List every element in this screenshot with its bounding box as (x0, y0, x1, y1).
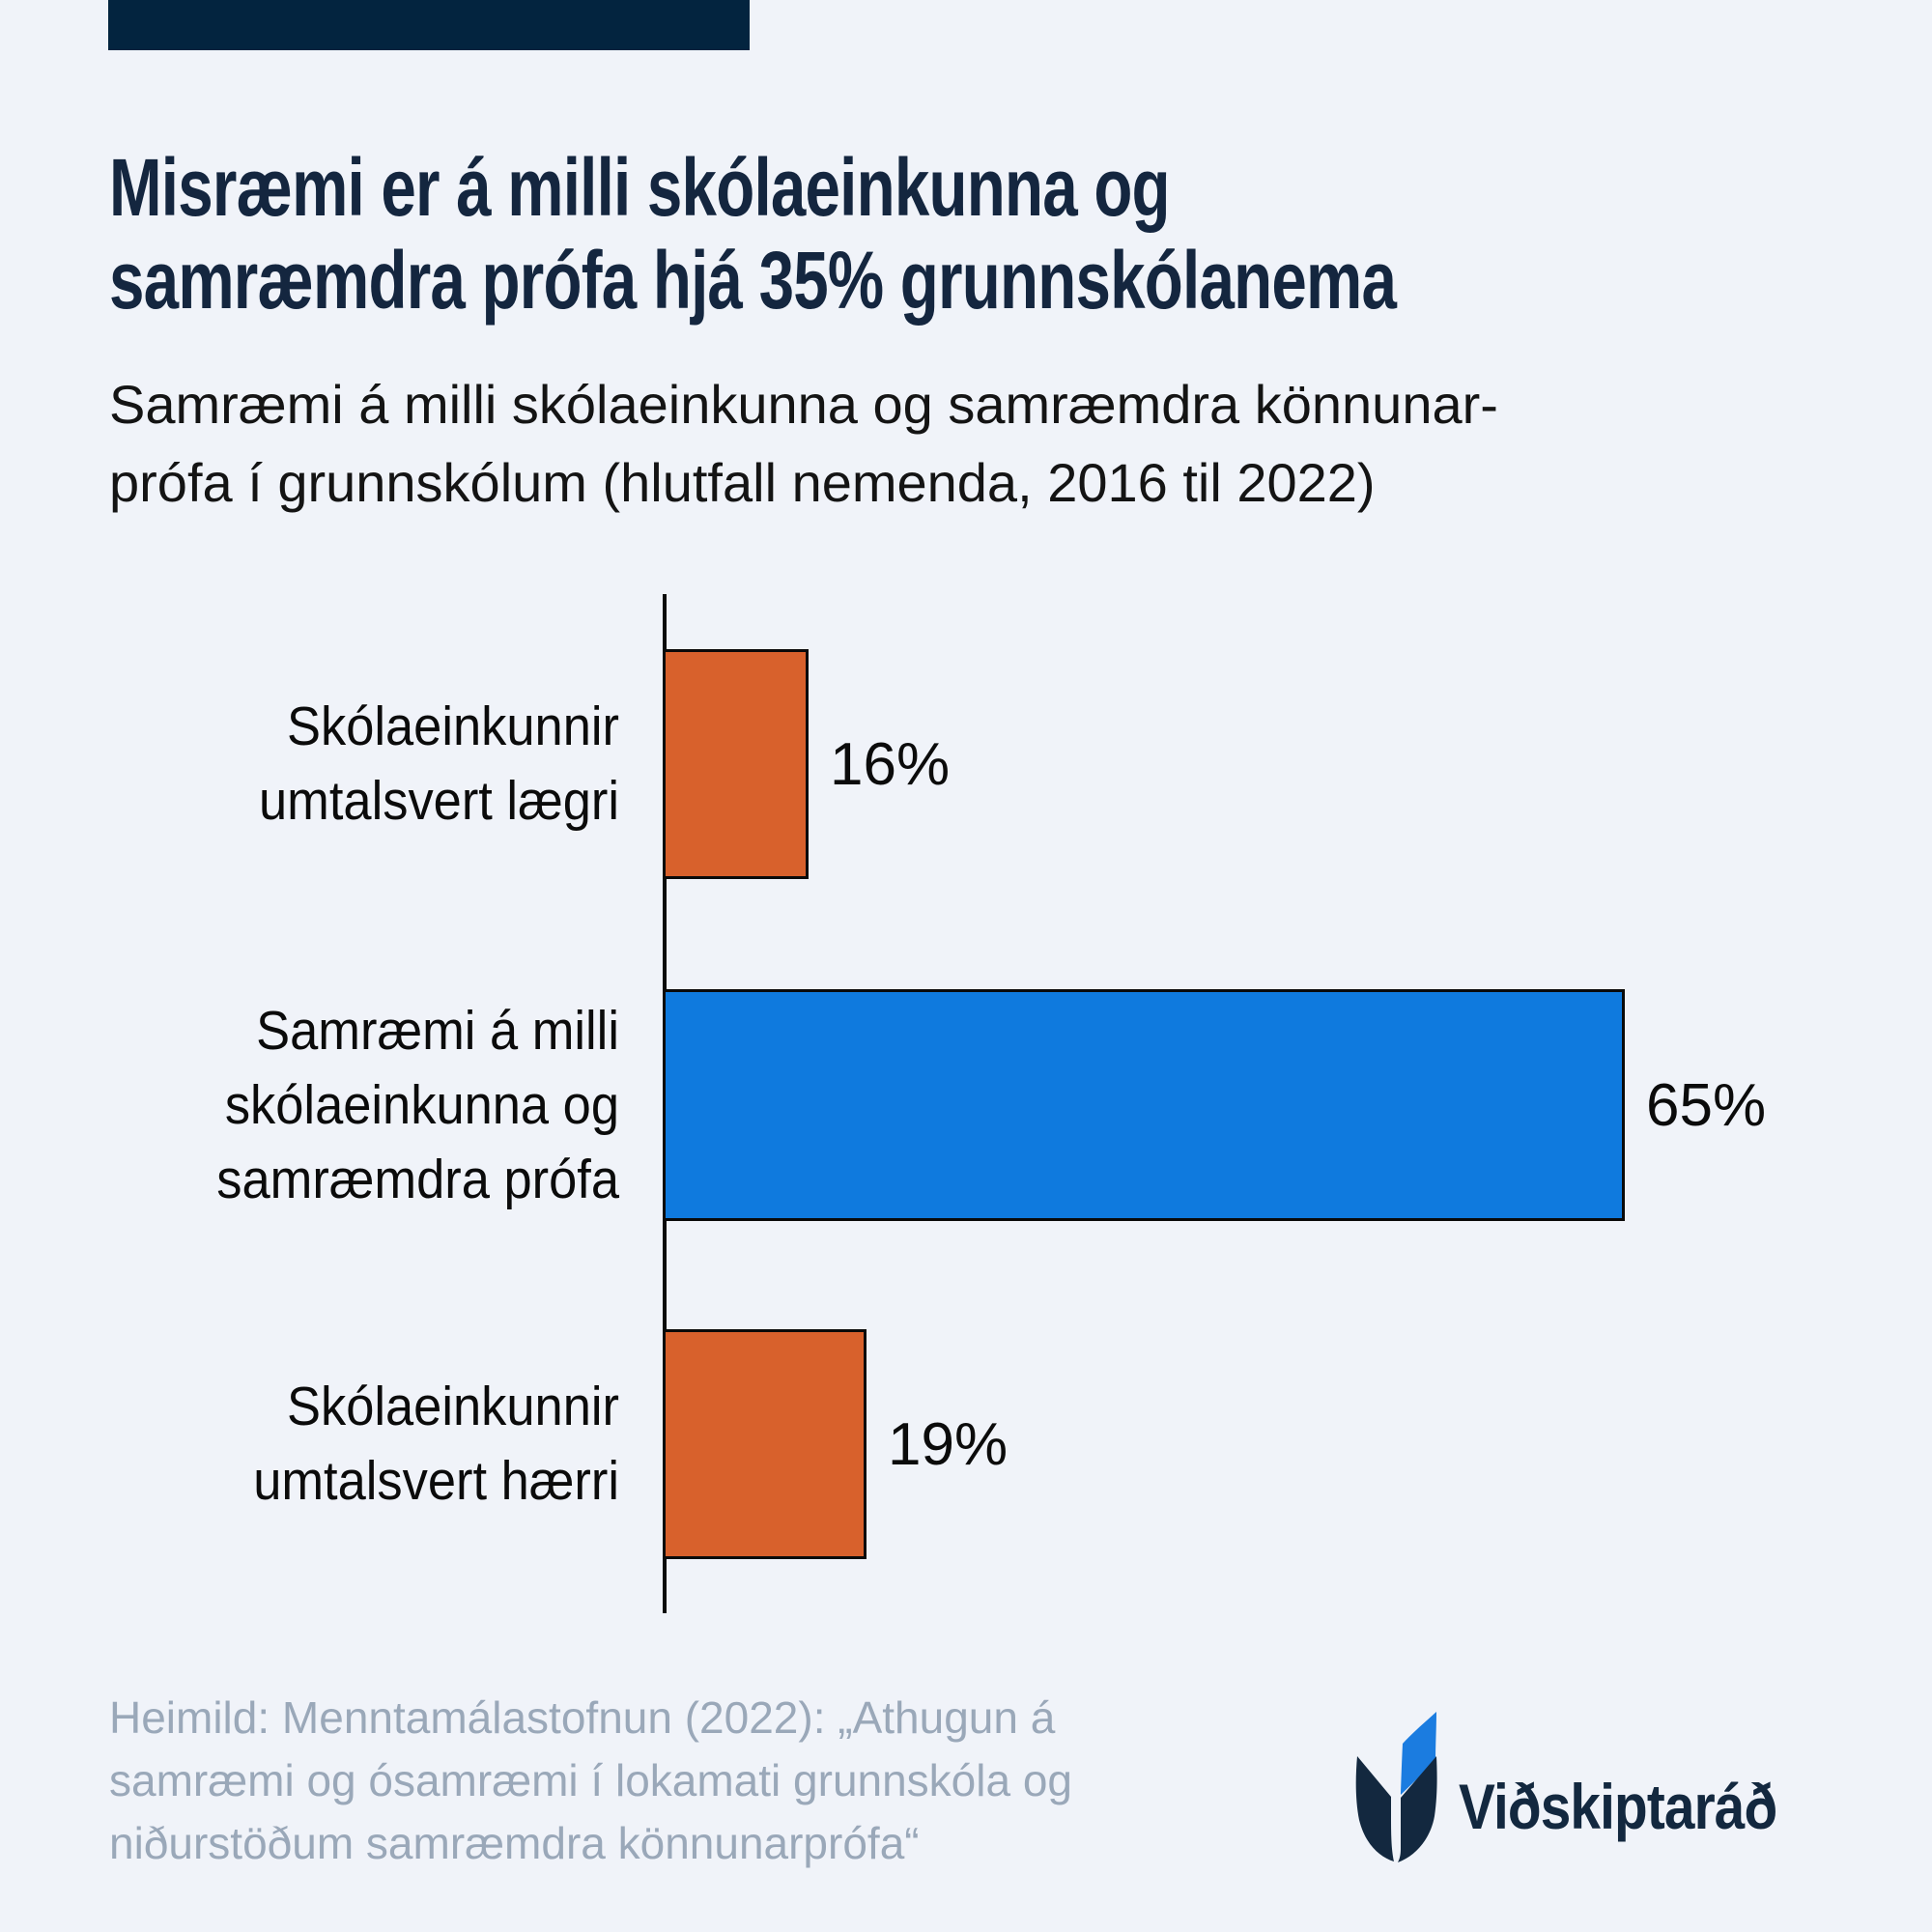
bar-label-skolaeinkunnir-laegri: Skólaeinkunnir umtalsvert lægri (49, 649, 619, 879)
bar-label-samraemi: Samræmi á milli skólaeinkunna og samræmd… (49, 989, 619, 1221)
logo-left-page (1355, 1756, 1394, 1861)
bar-label-line: umtalsvert hærri (253, 1450, 619, 1512)
logo-blue-leaf (1401, 1712, 1436, 1795)
logo-wordmark: Viðskiptaráð (1459, 1771, 1777, 1842)
bar-label-line: Skólaeinkunnir (287, 1376, 619, 1437)
bar-label-line: skólaeinkunna og (224, 1073, 620, 1136)
bar-samraemi (666, 989, 1625, 1221)
value-label-16: 16% (830, 730, 951, 798)
chart-subtitle: Samræmi á milli skólaeinkunna og samræmd… (109, 365, 1848, 522)
source-line-3: niðurstöðum samræmdra könnunarprófa“ (109, 1818, 920, 1868)
logo-right-page (1398, 1756, 1437, 1862)
bar-label-line: Samræmi á milli (256, 999, 619, 1062)
bar-label-line: umtalsvert lægri (258, 770, 619, 832)
subtitle-line-1: Samræmi á milli skólaeinkunna og samræmd… (109, 374, 1498, 435)
value-label-65: 65% (1646, 1071, 1767, 1139)
source-text: Heimild: Menntamálastofnun (2022): „Athu… (109, 1687, 1172, 1875)
value-label-19: 19% (888, 1410, 1009, 1478)
title-line-2: samræmdra prófa hjá 35% grunnskólanema (109, 235, 1397, 326)
source-line-2: samræmi og ósamræmi í lokamati grunnskól… (109, 1755, 1073, 1805)
title-line-1: Misræmi er á milli skólaeinkunna og (109, 142, 1171, 233)
vidskiptarad-logo-icon (1355, 1712, 1437, 1862)
y-axis-line (663, 594, 667, 1613)
bar-label-line: Skólaeinkunnir (287, 696, 619, 757)
bar-skolaeinkunnir-laegri (666, 649, 809, 879)
subtitle-line-2: prófa í grunnskólum (hlutfall nemenda, 2… (109, 452, 1376, 513)
source-line-1: Heimild: Menntamálastofnun (2022): „Athu… (109, 1692, 1056, 1743)
bar-label-line: samræmdra prófa (216, 1148, 619, 1210)
page-title: Misræmi er á milli skólaeinkunna og samr… (109, 141, 1541, 327)
top-accent-bar (108, 0, 750, 50)
bar-skolaeinkunnir-haerri (666, 1329, 867, 1559)
bar-label-skolaeinkunnir-haerri: Skólaeinkunnir umtalsvert hærri (49, 1329, 619, 1559)
vidskiptarad-logo: Viðskiptaráð (1355, 1712, 1809, 1866)
